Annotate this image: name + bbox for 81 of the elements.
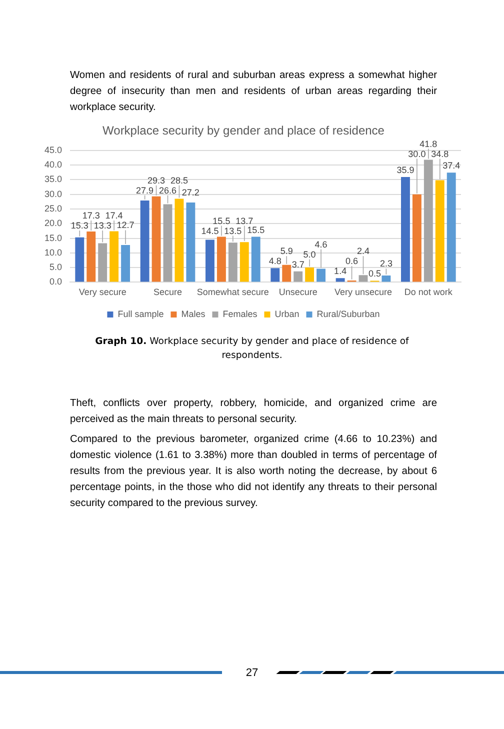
data-label: 4.8 [268,256,282,266]
bar [435,180,444,282]
bar [216,236,226,282]
y-tick-label: 35.0 [44,174,62,184]
legend-label: Full sample [118,308,164,319]
data-label: 4.6 [314,239,328,250]
bar [382,275,391,282]
data-label: 1.4 [334,266,347,276]
y-tick-label: 0.0 [49,276,62,287]
bar [174,198,184,282]
data-label: 35.9 [396,165,414,176]
data-label: 27.9 [136,185,154,196]
data-label: 12.7 [116,220,134,230]
caption: Graph 10. [95,336,147,347]
data-label: 13.3 [94,220,112,231]
data-label: 5.0 [303,249,316,260]
text: 27 [244,666,260,681]
bar [240,242,249,282]
data-label: 3.7 [292,259,304,270]
data-label: 15.5 [247,224,265,235]
legend-label: Rural/Suburban [316,308,380,319]
legend-label: Urban [274,308,300,319]
y-tick-label: 40.0 [44,160,62,170]
data-label: 17.4 [105,210,123,221]
bar [270,268,280,282]
y-tick-label: 15.0 [44,232,62,243]
data-label: 34.8 [431,148,449,159]
data-label: 27.2 [182,188,200,198]
bar [121,245,130,282]
data-label: 2.4 [356,246,370,256]
y-tick-label: 20.0 [44,218,62,228]
x-tick-label: Do not work [404,287,453,298]
text: Theft, conflicts over property, robbery, homicide, and organized crime are perceived as the main threats to personal security. [70,397,437,427]
data-label: 0.6 [346,256,358,266]
x-tick-label: Unsecure [278,287,318,298]
data-label: 0.5 [368,268,381,279]
bar [412,194,422,282]
legend-label: Males [181,308,206,319]
y-tick-label: 10.0 [44,247,62,258]
text: Women and residents of rural and suburban areas express a somewhat higher degree of insecurity than men and residents of urban areas regarding their workplace security. [70,69,437,115]
x-tick-label: Very secure [78,287,126,298]
y-tick-label: 30.0 [44,188,62,199]
text: Compared to the previous barometer, organized crime (4.66 to 10.23%) and domestic violence (1.61 to 3.38%) more than doubled in terms of percentage of results from the previous year. It is also worth noting the decrease, by about 6 percentage points, in the those who did not identify any threats to their personal security compared to the previous survey. [70,433,437,511]
data-label: 14.5 [201,226,219,236]
bar [140,200,150,282]
y-tick-label: 5.0 [49,262,62,272]
bar [251,236,260,282]
bar [282,264,292,282]
data-label: 13.7 [236,216,254,226]
x-tick-label: Somewhat secure [196,287,269,298]
y-tick-label: 45.0 [44,144,62,155]
data-label: 30.0 [408,148,426,159]
bar [316,268,326,282]
data-label: 29.3 [148,175,166,186]
bar [206,240,214,282]
bar [294,271,303,282]
bar [86,232,96,282]
data-label: 13.5 [224,226,242,236]
data-label: 17.3 [82,210,100,221]
bar [446,172,456,282]
data-label: 15.3 [70,220,88,231]
bar [336,278,345,282]
x-tick-label: Secure [153,287,182,298]
bar [152,196,161,282]
bar [75,237,84,282]
data-label: 41.8 [420,138,438,149]
bar [186,202,196,282]
text: Workplace security by gender and place of residence of respondents. [150,336,409,361]
data-label: 26.6 [158,185,177,196]
chart-title: Workplace security by gender and place of residence [102,124,385,138]
bar [401,177,410,282]
x-tick-label: Very unsecure [334,287,392,298]
data-label: 37.4 [442,160,460,171]
data-label: 5.9 [280,246,293,256]
bar [305,268,314,282]
data-label: 28.5 [170,175,188,186]
data-label: 15.5 [212,216,230,226]
legend-label: Females [222,308,258,319]
y-tick-label: 25.0 [44,203,62,214]
data-label: 2.3 [380,258,392,269]
bar [110,231,119,282]
